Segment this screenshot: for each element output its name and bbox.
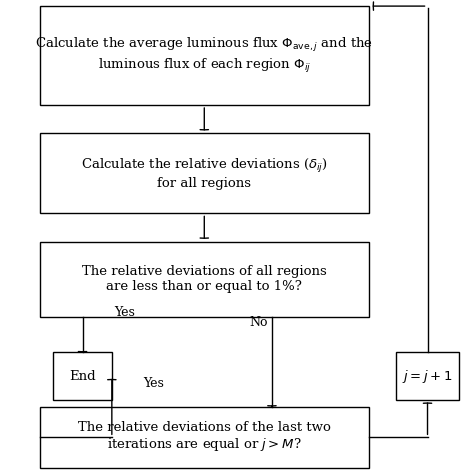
- FancyBboxPatch shape: [396, 353, 459, 400]
- Text: Calculate the relative deviations ($\delta_{ij}$)
for all regions: Calculate the relative deviations ($\del…: [81, 157, 328, 190]
- FancyBboxPatch shape: [40, 407, 369, 468]
- FancyBboxPatch shape: [40, 133, 369, 213]
- FancyBboxPatch shape: [53, 353, 112, 400]
- Text: Yes: Yes: [144, 377, 164, 390]
- FancyBboxPatch shape: [40, 6, 369, 105]
- Text: $j = j+1$: $j = j+1$: [402, 367, 453, 384]
- Text: The relative deviations of all regions
are less than or equal to 1%?: The relative deviations of all regions a…: [82, 265, 327, 293]
- Text: The relative deviations of the last two
iterations are equal or $j > M$?: The relative deviations of the last two …: [78, 421, 331, 454]
- FancyBboxPatch shape: [40, 242, 369, 317]
- Text: No: No: [249, 316, 268, 329]
- Text: Yes: Yes: [114, 307, 135, 319]
- Text: Calculate the average luminous flux $\Phi_{\mathrm{ave},j}$ and the
luminous flu: Calculate the average luminous flux $\Ph…: [35, 36, 374, 75]
- Text: End: End: [69, 370, 96, 383]
